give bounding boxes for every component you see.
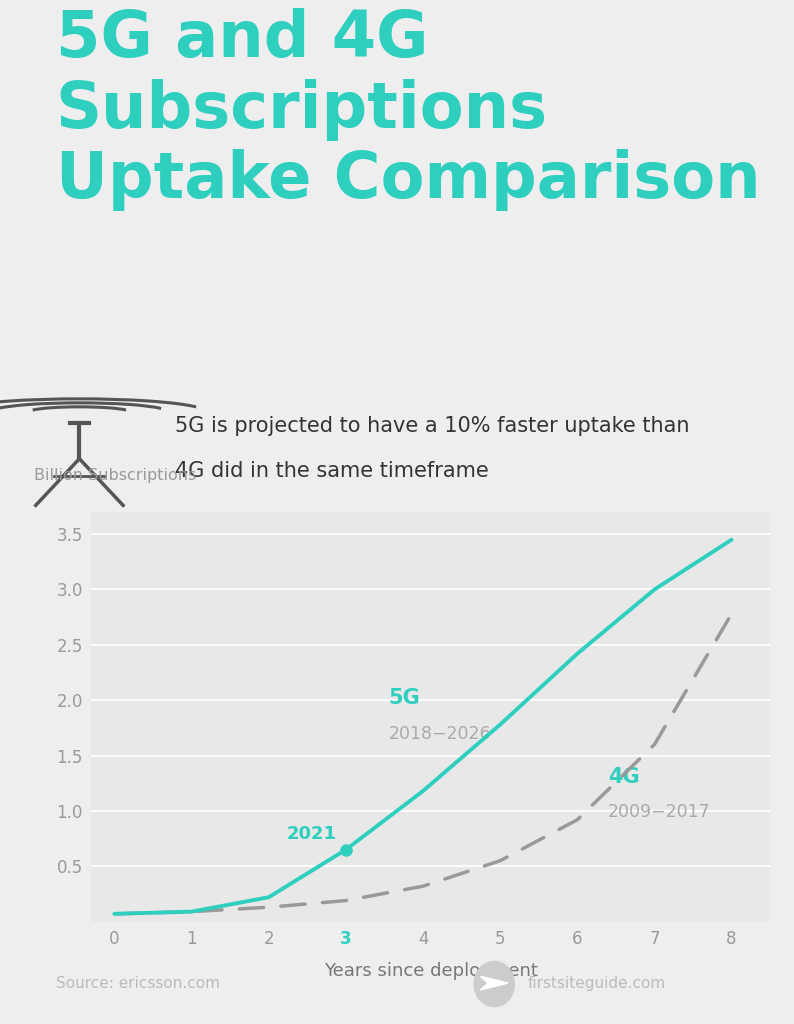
Text: 4G: 4G [608, 767, 640, 786]
X-axis label: Years since deployment: Years since deployment [324, 962, 538, 980]
Text: 2021: 2021 [287, 825, 337, 843]
Text: 2009−2017: 2009−2017 [608, 803, 711, 821]
Circle shape [474, 962, 515, 1007]
Text: 5G and 4G
Subscriptions
Uptake Comparison: 5G and 4G Subscriptions Uptake Compariso… [56, 8, 760, 211]
Text: 5G is projected to have a 10% faster uptake than: 5G is projected to have a 10% faster upt… [175, 416, 689, 436]
Polygon shape [480, 976, 508, 990]
Text: 5G: 5G [388, 688, 420, 708]
Text: Billion Subscriptions: Billion Subscriptions [33, 468, 196, 483]
Text: firstsiteguide.com: firstsiteguide.com [528, 976, 666, 991]
Text: 2018−2026: 2018−2026 [388, 725, 491, 742]
Text: Source: ericsson.com: Source: ericsson.com [56, 976, 220, 991]
Text: 4G did in the same timeframe: 4G did in the same timeframe [175, 462, 488, 481]
